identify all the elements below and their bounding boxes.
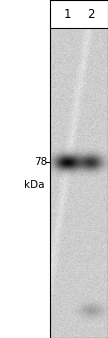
Text: kDa: kDa <box>24 180 44 190</box>
Bar <box>50 0 108 28</box>
Bar <box>0 0 50 338</box>
Text: 2: 2 <box>87 7 95 21</box>
Text: 78: 78 <box>34 157 47 167</box>
Text: 1: 1 <box>63 7 71 21</box>
